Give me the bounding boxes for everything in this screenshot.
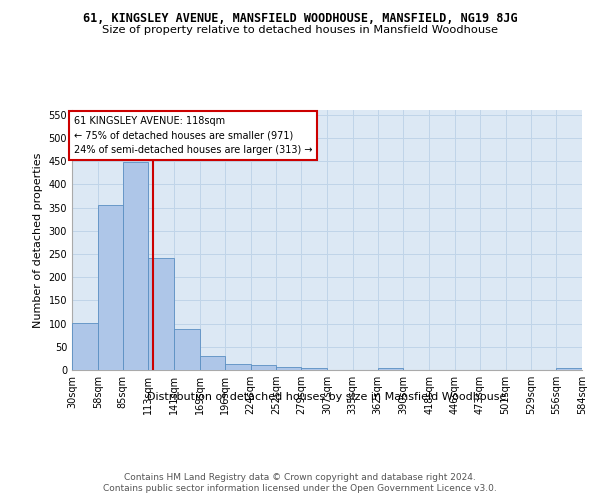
- Bar: [200, 356, 225, 370]
- Bar: [122, 162, 148, 370]
- Text: 61, KINGSLEY AVENUE, MANSFIELD WOODHOUSE, MANSFIELD, NG19 8JG: 61, KINGSLEY AVENUE, MANSFIELD WOODHOUSE…: [83, 12, 517, 26]
- Bar: [148, 258, 174, 370]
- Bar: [72, 322, 98, 370]
- Bar: [277, 367, 301, 370]
- Y-axis label: Number of detached properties: Number of detached properties: [33, 152, 43, 328]
- Text: Contains public sector information licensed under the Open Government Licence v3: Contains public sector information licen…: [103, 484, 497, 493]
- Bar: [377, 368, 403, 370]
- Bar: [225, 364, 251, 370]
- Text: Distribution of detached houses by size in Mansfield Woodhouse: Distribution of detached houses by size …: [148, 392, 506, 402]
- Bar: [301, 368, 327, 370]
- Bar: [251, 366, 277, 370]
- Bar: [98, 204, 122, 370]
- Text: Size of property relative to detached houses in Mansfield Woodhouse: Size of property relative to detached ho…: [102, 25, 498, 35]
- Text: Contains HM Land Registry data © Crown copyright and database right 2024.: Contains HM Land Registry data © Crown c…: [124, 472, 476, 482]
- Bar: [556, 368, 582, 370]
- Text: 61 KINGSLEY AVENUE: 118sqm
← 75% of detached houses are smaller (971)
24% of sem: 61 KINGSLEY AVENUE: 118sqm ← 75% of deta…: [74, 116, 313, 155]
- Bar: [174, 329, 200, 370]
